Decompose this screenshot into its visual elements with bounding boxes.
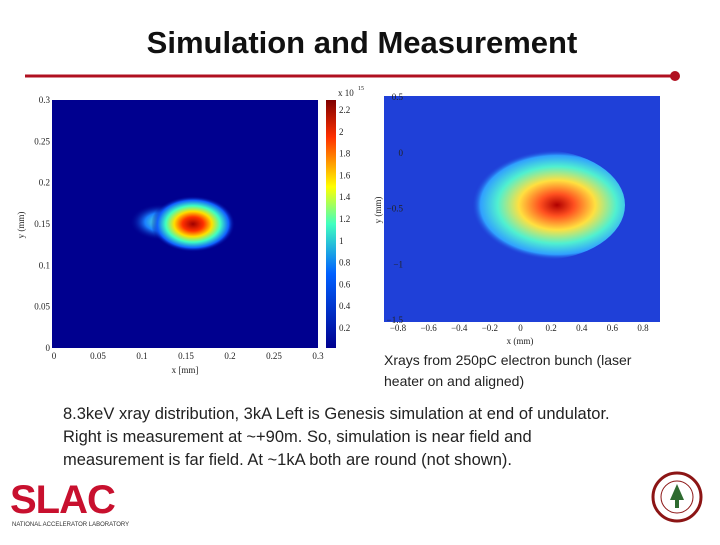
x-tick-label: −0.6 [420,323,437,333]
logo-subtext: NATIONAL ACCELERATOR LABORATORY [12,522,129,528]
y-tick-label: 0.2 [39,178,50,188]
x-tick-label: 0.2 [546,323,557,333]
caption-line: heater on and aligned) [384,373,524,389]
y-axis-label: y (mm) [373,197,383,224]
sim-core [151,196,235,252]
y-tick-label: 0.1 [39,260,50,270]
rule-dot [670,71,680,81]
x-tick-label: 0.15 [178,351,194,361]
meas-spot [455,150,625,260]
x-tick-label: 0.3 [312,351,324,361]
colorbar-tick-label: 0.4 [339,301,351,311]
x-axis-label: x [mm] [172,365,199,375]
seal-tree [670,484,684,508]
x-tick-label: −0.8 [390,323,407,333]
colorbar-tick-label: 0.8 [339,258,351,268]
colorbar-tick-label: 0.2 [339,323,350,333]
x-tick-label: 0.8 [637,323,649,333]
y-tick-label: −0.5 [387,204,404,214]
y-tick-label: 0 [46,343,51,353]
x-tick-label: 0.2 [224,351,235,361]
y-tick-label: −1.5 [387,315,404,325]
caption-line: Xrays from 250pC electron bunch (laser [384,352,632,368]
slide-title: Simulation and Measurement [147,25,578,60]
y-tick-label: 0.15 [34,219,50,229]
x-tick-label: −0.4 [451,323,468,333]
colorbar-tick-label: 1.2 [339,214,350,224]
colorbar-exponent: 15 [358,86,364,92]
x-tick-label: 0.25 [266,351,282,361]
x-tick-label: 0 [52,351,57,361]
x-tick-label: 0.05 [90,351,106,361]
logo-text: SLAC [10,478,115,522]
colorbar-tick-label: 1 [339,236,344,246]
colorbar-tick-label: 1.6 [339,170,351,180]
colorbar [326,100,336,348]
x-tick-label: −0.2 [482,323,498,333]
x-tick-label: 0.4 [576,323,588,333]
body-line: 8.3keV xray distribution, 3kA Left is Ge… [63,405,610,423]
body-line: Right is measurement at ~+90m. So, simul… [63,428,532,446]
y-tick-label: 0.3 [39,95,51,105]
colorbar-tick-label: 1.8 [339,149,351,159]
colorbar-tick-label: 2 [339,127,344,137]
x-tick-label: 0.6 [607,323,619,333]
seal-inner [660,480,694,514]
colorbar-tick-label: 2.2 [339,105,350,115]
body-line: measurement is far field. At ~1kA both a… [63,451,512,469]
colorbar-multiplier: x 10 [338,88,354,98]
x-axis-label: x (mm) [507,336,534,346]
colorbar-tick-label: 1.4 [339,192,351,202]
y-tick-label: −1 [393,259,403,269]
x-tick-label: 0 [518,323,523,333]
y-tick-label: 0.05 [34,302,50,312]
x-tick-label: 0.1 [136,351,147,361]
colorbar-tick-label: 0.6 [339,279,351,289]
y-tick-label: 0 [399,148,404,158]
y-tick-label: 0.5 [392,92,404,102]
y-axis-label: y (mm) [16,212,26,239]
y-tick-label: 0.25 [34,136,50,146]
